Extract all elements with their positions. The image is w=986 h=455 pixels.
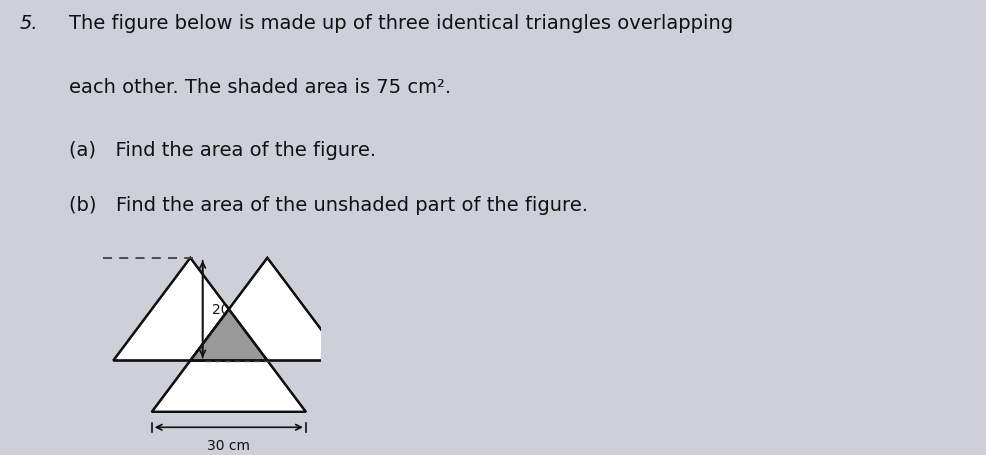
Text: (a) Find the area of the figure.: (a) Find the area of the figure. [69, 141, 376, 160]
Text: each other. The shaded area is 75 cm².: each other. The shaded area is 75 cm². [69, 77, 451, 96]
Text: 30 cm: 30 cm [207, 438, 250, 452]
Polygon shape [152, 309, 306, 412]
Polygon shape [113, 258, 267, 361]
Text: (b) Find the area of the unshaded part of the figure.: (b) Find the area of the unshaded part o… [69, 196, 588, 215]
Polygon shape [190, 258, 344, 361]
Text: 5.: 5. [20, 14, 38, 33]
Polygon shape [190, 309, 267, 361]
Text: The figure below is made up of three identical triangles overlapping: The figure below is made up of three ide… [69, 14, 733, 33]
Text: 20 cm: 20 cm [212, 303, 254, 317]
